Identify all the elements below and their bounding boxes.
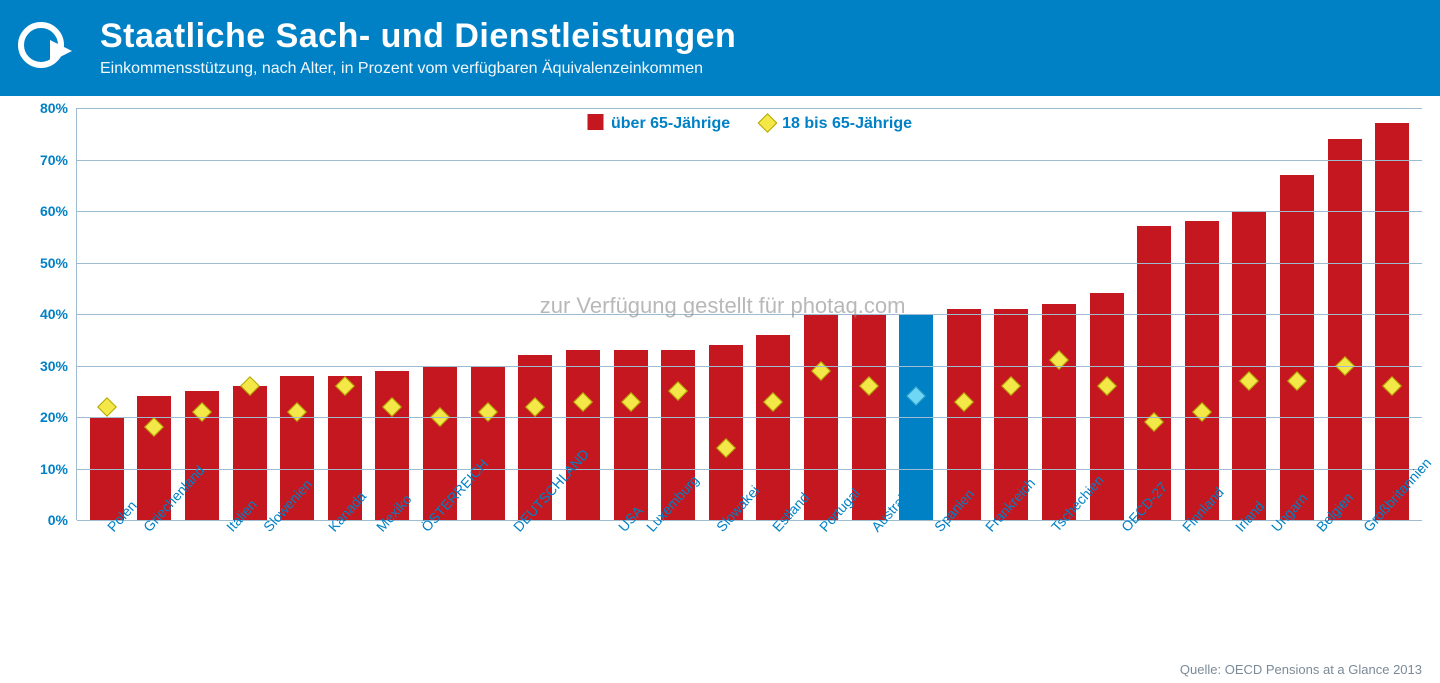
y-tick-label: 80% — [40, 100, 68, 116]
source-text: Quelle: OECD Pensions at a Glance 2013 — [0, 660, 1440, 683]
page-title: Staatliche Sach- und Dienstleistungen — [100, 17, 736, 56]
bar — [1185, 221, 1219, 520]
y-tick-label: 0% — [48, 512, 68, 528]
bar — [1328, 139, 1362, 520]
plot-grid: über 65-Jährige 18 bis 65-Jährige zur Ve… — [76, 108, 1422, 520]
legend-swatch-bar-icon — [587, 114, 603, 130]
y-tick-label: 50% — [40, 255, 68, 271]
page-subtitle: Einkommensstützung, nach Alter, in Proze… — [100, 60, 736, 78]
y-tick-label: 60% — [40, 203, 68, 219]
legend-item-marker: 18 bis 65-Jährige — [760, 115, 912, 133]
x-axis: PolenGriechenlandItalienSlowenienKanadaM… — [76, 520, 1422, 656]
y-axis: 0%10%20%30%40%50%60%70%80% — [18, 108, 76, 520]
plot: 0%10%20%30%40%50%60%70%80% über 65-Jähri… — [18, 108, 1422, 520]
header-titles: Staatliche Sach- und Dienstleistungen Ei… — [100, 17, 736, 78]
oecd-logo-icon — [18, 22, 64, 68]
gridline — [77, 469, 1422, 470]
bar — [1042, 304, 1076, 520]
legend: über 65-Jährige 18 bis 65-Jährige — [587, 114, 912, 133]
gridline — [77, 417, 1422, 418]
legend-swatch-diamond-icon — [757, 113, 777, 133]
diamond-marker-icon — [97, 397, 117, 417]
bar — [1137, 226, 1171, 520]
y-tick-label: 70% — [40, 152, 68, 168]
gridline — [77, 160, 1422, 161]
gridline — [77, 314, 1422, 315]
y-tick-label: 20% — [40, 409, 68, 425]
gridline — [77, 211, 1422, 212]
y-tick-label: 40% — [40, 306, 68, 322]
x-axis-labels: PolenGriechenlandItalienSlowenienKanadaM… — [76, 524, 1422, 656]
y-tick-label: 30% — [40, 358, 68, 374]
gridline — [77, 263, 1422, 264]
legend-label-bar: über 65-Jährige — [611, 115, 730, 132]
y-tick-label: 10% — [40, 461, 68, 477]
header: Staatliche Sach- und Dienstleistungen Ei… — [0, 0, 1440, 96]
bar — [1375, 123, 1409, 520]
legend-label-marker: 18 bis 65-Jährige — [782, 115, 912, 132]
gridline — [77, 108, 1422, 109]
page: Staatliche Sach- und Dienstleistungen Ei… — [0, 0, 1440, 683]
legend-item-bar: über 65-Jährige — [587, 114, 730, 133]
chart-area: 0% 10% 20% 30% 40% 50% 60% 70% 80% über 65-Jähri… — [0, 96, 1440, 660]
gridline — [77, 366, 1422, 367]
